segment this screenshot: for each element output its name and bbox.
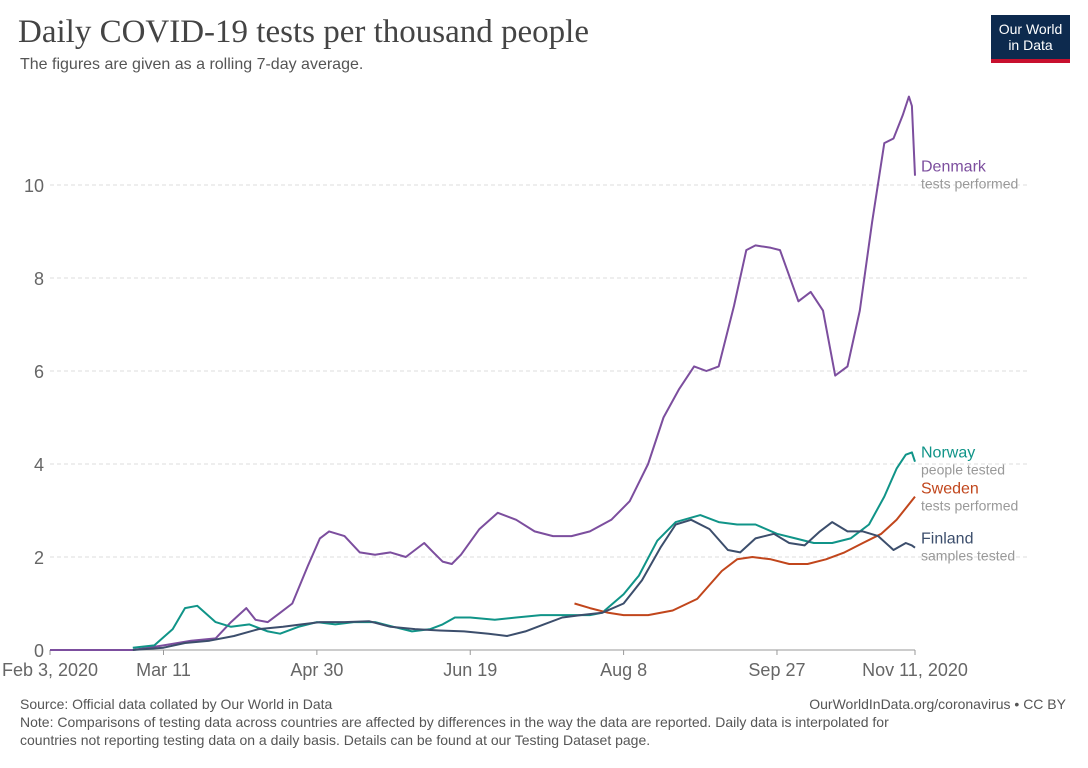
x-tick-label: Nov 11, 2020 xyxy=(862,660,968,680)
y-tick-label: 10 xyxy=(24,176,44,196)
x-tick-label: Jun 19 xyxy=(443,660,497,680)
series-sublabel-sweden: tests performed xyxy=(921,498,1018,514)
logo-line-2: in Data xyxy=(1008,37,1053,53)
y-tick-label: 8 xyxy=(34,269,44,289)
series-sublabel-norway: people tested xyxy=(921,462,1005,478)
series-label-denmark: Denmark xyxy=(921,159,987,176)
chart-title: Daily COVID-19 tests per thousand people xyxy=(18,14,589,50)
credit-link[interactable]: OurWorldInData.org/coronavirus • CC BY xyxy=(809,696,1066,712)
series-line-sweden xyxy=(574,495,916,617)
x-tick-label: Feb 3, 2020 xyxy=(2,660,98,680)
owid-logo[interactable]: Our World in Data xyxy=(991,15,1070,63)
y-tick-label: 0 xyxy=(34,641,44,661)
x-tick-label: Mar 11 xyxy=(136,660,191,680)
footnote-line-2: countries not reporting testing data on … xyxy=(20,732,651,748)
footnote-line-1: Note: Comparisons of testing data across… xyxy=(20,714,889,730)
y-tick-label: 6 xyxy=(34,362,44,382)
series-line-norway xyxy=(132,451,916,649)
series-label-sweden: Sweden xyxy=(921,481,979,498)
chart-subtitle: The figures are given as a rolling 7-day… xyxy=(20,56,364,73)
y-tick-label: 4 xyxy=(34,455,44,475)
x-tick-label: Sep 27 xyxy=(748,660,805,680)
x-tick-label: Aug 8 xyxy=(600,660,647,680)
series-sublabel-denmark: tests performed xyxy=(921,176,1018,192)
y-tick-label: 2 xyxy=(34,548,44,568)
series-line-denmark xyxy=(50,95,916,651)
series-label-norway: Norway xyxy=(921,445,975,462)
logo-accent-bar xyxy=(991,59,1070,63)
series-line-finland xyxy=(132,518,916,651)
source-note: Source: Official data collated by Our Wo… xyxy=(20,696,333,712)
series-sublabel-finland: samples tested xyxy=(921,548,1015,564)
logo-line-1: Our World xyxy=(998,21,1063,37)
x-tick-label: Apr 30 xyxy=(290,660,343,680)
series-label-finland: Finland xyxy=(921,531,973,548)
